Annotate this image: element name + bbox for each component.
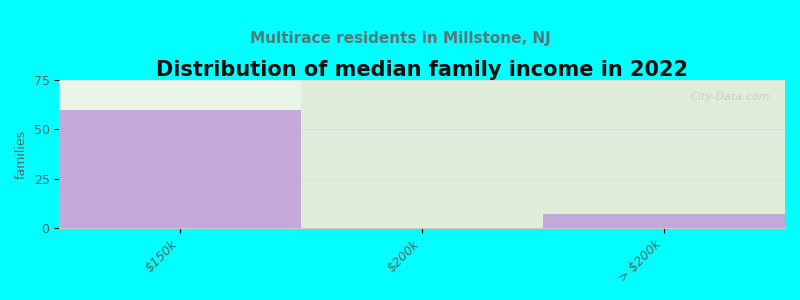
Bar bbox=[543, 214, 785, 228]
Text: Multirace residents in Millstone, NJ: Multirace residents in Millstone, NJ bbox=[250, 32, 550, 46]
Bar bbox=[59, 80, 301, 228]
Text: City-Data.com: City-Data.com bbox=[691, 92, 770, 102]
Y-axis label: families: families bbox=[15, 130, 28, 178]
Bar bbox=[301, 80, 785, 228]
Title: Distribution of median family income in 2022: Distribution of median family income in … bbox=[156, 60, 688, 80]
Bar bbox=[59, 110, 301, 228]
